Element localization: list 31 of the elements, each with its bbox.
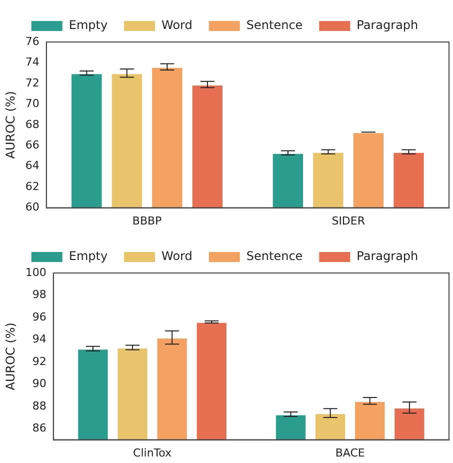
y-tick-label: 60 xyxy=(25,200,40,214)
y-tick-label: 70 xyxy=(25,97,40,110)
y-tick-label: 92 xyxy=(32,354,46,368)
y-tick-label: 90 xyxy=(32,377,46,390)
y-axis-title: AUROC (%) xyxy=(3,322,18,390)
y-tick-label: 96 xyxy=(32,310,46,324)
legend-label: Word xyxy=(162,249,192,264)
legend-label: Sentence xyxy=(246,18,303,32)
y-tick-label: 98 xyxy=(32,288,46,302)
x-tick-label: BBBP xyxy=(132,214,162,228)
legend-label: Sentence xyxy=(246,249,303,264)
y-axis-title: AUROC (%) xyxy=(3,91,18,159)
x-tick-label: BACE xyxy=(335,446,365,460)
y-tick-label: 74 xyxy=(25,56,40,69)
y-tick-label: 68 xyxy=(25,118,40,131)
y-tick-label: 100 xyxy=(25,266,46,279)
legend-label: Empty xyxy=(68,249,108,264)
x-tick-label: ClinTox xyxy=(133,446,172,460)
legend-label: Empty xyxy=(68,18,108,32)
x-tick-label: SIDER xyxy=(332,214,366,228)
legend-label: Word xyxy=(162,18,192,32)
y-tick-label: 76 xyxy=(25,34,40,48)
legend-label: Paragraph xyxy=(356,18,418,32)
y-tick-label: 94 xyxy=(32,332,46,346)
y-tick-label: 62 xyxy=(25,180,40,193)
legend-label: Paragraph xyxy=(356,249,418,264)
y-tick-label: 86 xyxy=(32,422,46,435)
y-tick-label: 64 xyxy=(25,159,40,172)
y-tick-label: 72 xyxy=(25,76,40,90)
y-tick-label: 66 xyxy=(25,138,40,152)
y-tick-label: 88 xyxy=(32,399,46,412)
